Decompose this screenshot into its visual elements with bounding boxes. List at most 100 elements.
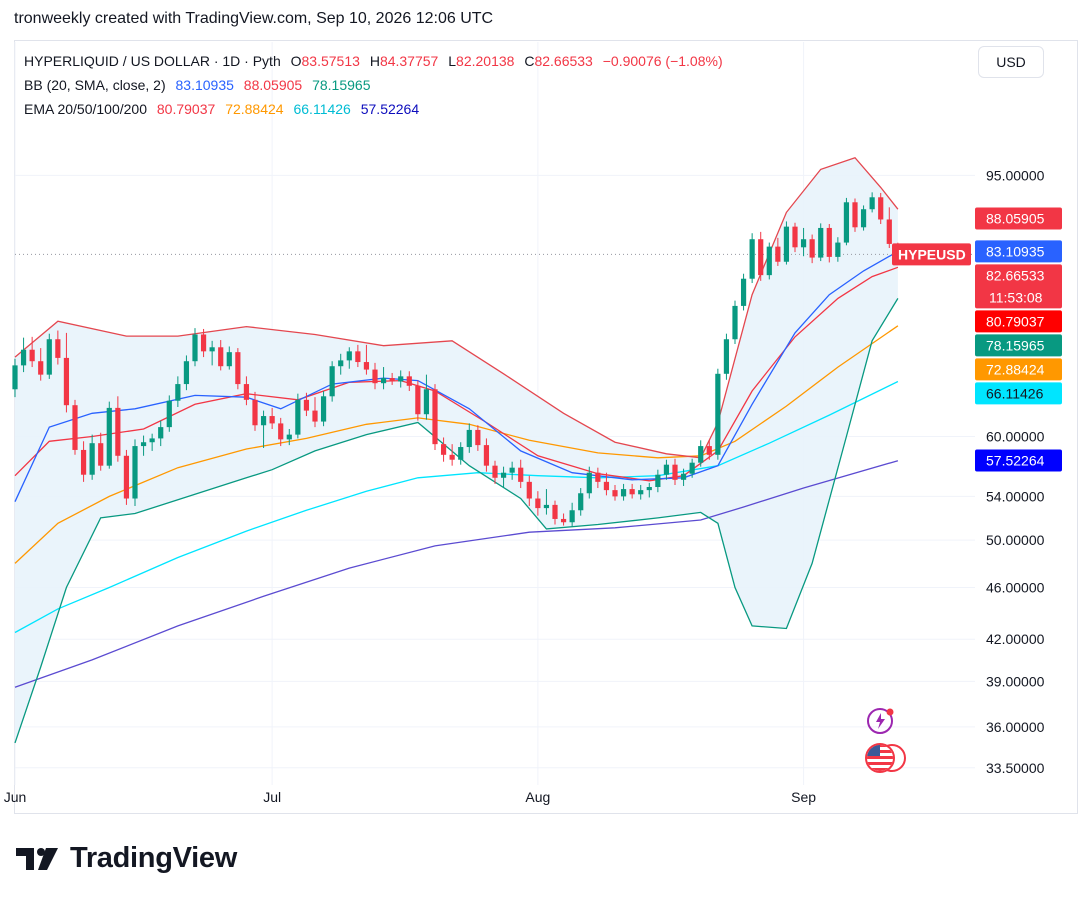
candle-body: [749, 239, 755, 279]
candle: [106, 401, 112, 469]
candle-body: [63, 357, 70, 406]
candle: [818, 223, 824, 262]
candle: [329, 361, 335, 402]
candle-body: [775, 246, 781, 262]
lightning-icon[interactable]: [866, 706, 896, 741]
price-label: 83.10935: [975, 240, 1062, 263]
candle-body: [612, 490, 618, 497]
bb-lower-line: [14, 298, 899, 744]
candle: [200, 328, 207, 358]
candle: [586, 466, 592, 499]
candle-body: [140, 442, 147, 447]
candle: [269, 407, 275, 429]
price-label-text: 66.11426: [986, 385, 1044, 401]
candle-body: [29, 349, 35, 362]
legend-ema50: 72.88424: [225, 101, 284, 117]
candle: [55, 330, 61, 365]
price-label-text: 72.88424: [986, 361, 1045, 377]
symbol-tag-box: [892, 243, 971, 266]
candle-body: [552, 504, 558, 519]
x-tick-label: Sep: [791, 789, 816, 805]
candle-body: [706, 446, 712, 455]
price-label-box: [975, 334, 1062, 357]
us-flag-icon[interactable]: [864, 742, 908, 779]
price-label-text: 83.10935: [986, 243, 1045, 259]
candle: [492, 460, 498, 484]
candle-body: [483, 445, 490, 466]
candle: [20, 337, 27, 373]
price-label-text: 80.79037: [986, 313, 1045, 329]
candle-body: [243, 384, 250, 400]
candle: [209, 340, 215, 366]
candle: [629, 483, 635, 499]
candle-body: [629, 489, 635, 495]
candle-body: [603, 481, 610, 491]
candle: [415, 380, 421, 421]
price-label-text: 82.66533: [986, 267, 1045, 283]
candle-body: [269, 416, 275, 424]
candle: [432, 384, 438, 450]
candle-body: [723, 339, 730, 374]
candle-body: [372, 369, 378, 384]
candle-body: [432, 389, 438, 445]
legend-o-value: 83.57513: [301, 53, 360, 69]
candle-body: [295, 399, 301, 435]
candle: [140, 435, 147, 456]
chart-caption: tronweekly created with TradingView.com,…: [14, 10, 494, 27]
legend-h-value: 84.37757: [379, 53, 439, 69]
candle: [698, 440, 704, 467]
candle: [466, 423, 472, 453]
candle-body: [260, 416, 267, 426]
price-label-text: 78.15965: [986, 337, 1045, 353]
candle: [706, 440, 712, 460]
candle: [638, 484, 644, 500]
legend-o-label: O: [290, 53, 302, 69]
symbol-tag: HYPEUSD: [898, 246, 966, 262]
candle: [158, 420, 164, 447]
price-label-box: [975, 310, 1062, 333]
candle: [826, 224, 832, 263]
candle: [500, 466, 507, 488]
time-axis: Jun Jul Aug Sep: [4, 789, 817, 805]
candle: [569, 502, 575, 527]
bb-fill-area: [15, 157, 898, 743]
currency-button[interactable]: USD: [978, 46, 1044, 78]
candle: [320, 391, 327, 427]
candle: [175, 376, 181, 407]
candle-body: [835, 242, 841, 257]
candle-body: [860, 209, 867, 228]
legend-ema100: 66.11426: [293, 101, 351, 117]
legend-ema: EMA 20/50/100/200 80.79037 72.88424 66.1…: [24, 101, 419, 117]
candle: [775, 237, 781, 266]
candle-body: [843, 202, 850, 243]
bollinger-band-fill: [15, 157, 898, 743]
price-label: 80.79037: [975, 310, 1062, 333]
candle-body: [106, 407, 112, 466]
candle-body: [586, 472, 592, 494]
candle: [758, 231, 764, 281]
candle-body: [826, 227, 832, 257]
candle-body: [569, 510, 575, 523]
y-tick-label: 60.00000: [986, 429, 1045, 445]
price-label-box: [975, 240, 1062, 263]
candle-body: [175, 384, 181, 401]
candle: [115, 396, 121, 462]
candle: [226, 346, 232, 370]
candle: [723, 333, 730, 380]
legend-ohlc: HYPERLIQUID / US DOLLAR · 1D · Pyth O83.…: [24, 53, 723, 69]
price-label-box: [975, 382, 1062, 405]
candle-body: [783, 226, 790, 262]
candle: [835, 237, 841, 262]
candle: [578, 488, 584, 516]
candle-body: [312, 410, 318, 422]
candle-body: [466, 429, 472, 448]
bb-basis-line: [14, 250, 899, 502]
indicator-lines: [14, 156, 975, 744]
candle: [218, 340, 224, 371]
candle-body: [518, 467, 524, 482]
candle: [475, 425, 481, 451]
candle: [646, 482, 652, 498]
candle-body: [672, 464, 678, 480]
legend-bb-label: BB (20, SMA, close, 2): [24, 77, 166, 93]
